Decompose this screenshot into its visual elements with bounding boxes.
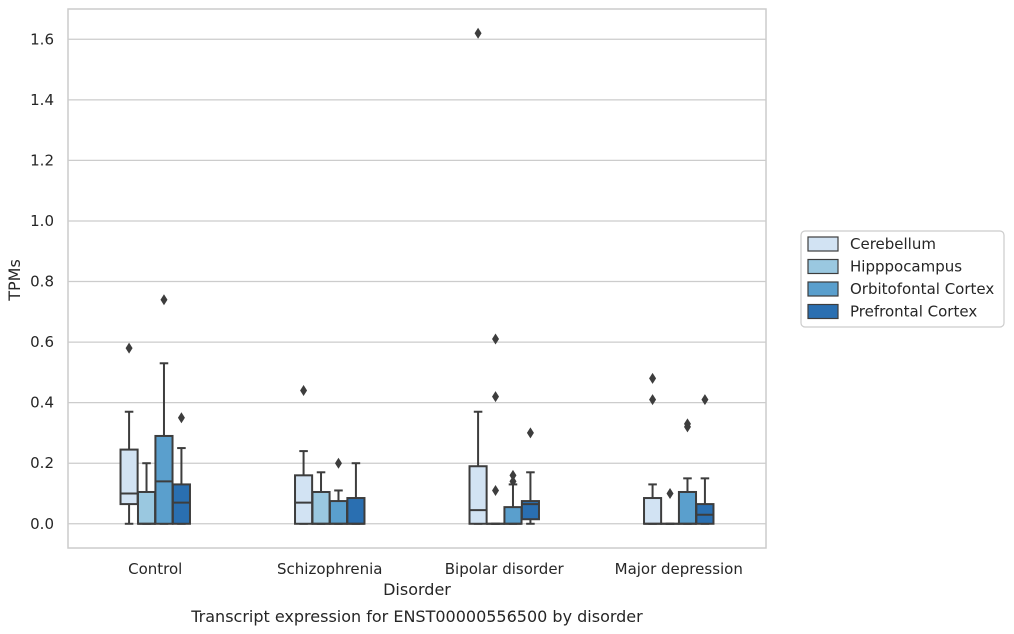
box-0-0 — [119, 342, 139, 525]
box-3-3 — [695, 394, 715, 525]
box-rect — [677, 490, 698, 525]
y-tick-label: 0.0 — [30, 515, 54, 533]
box-3-2 — [520, 427, 540, 525]
x-tick-label: Bipolar disorder — [445, 560, 565, 578]
box-2-1 — [328, 457, 349, 525]
box-1-0 — [136, 462, 157, 525]
outlier-point — [649, 394, 657, 406]
box-rect — [503, 506, 523, 525]
box-rect — [311, 490, 331, 525]
outlier-point — [334, 457, 342, 469]
outlier-point — [160, 294, 168, 306]
outlier-point — [649, 372, 657, 384]
box-0-2 — [468, 27, 488, 525]
boxes-layer — [119, 27, 715, 525]
x-tick-label: Schizophrenia — [277, 560, 382, 578]
outlier-point — [526, 427, 534, 439]
box-3-0 — [171, 412, 191, 525]
outlier-point — [492, 391, 500, 403]
outlier-point — [474, 27, 482, 39]
x-axis-label: Disorder — [383, 580, 451, 599]
x-axis-ticks: Control Schizophrenia Bipolar disorder Majo… — [128, 560, 743, 578]
legend: Cerebellum Hipppocampus Orbitofontal Corte… — [800, 230, 1005, 328]
grid-lines — [68, 38, 766, 525]
outlier-point — [492, 484, 500, 496]
legend-swatch — [807, 236, 839, 252]
box-rect — [136, 490, 157, 525]
box-3-1 — [346, 462, 366, 525]
box-rect — [643, 497, 663, 525]
legend-frame — [800, 230, 1005, 328]
box-2-2 — [503, 469, 523, 525]
legend-label: Prefrontal Cortex — [850, 303, 977, 321]
legend-swatch — [807, 303, 839, 320]
box-rect — [346, 497, 366, 525]
box-2-0 — [154, 294, 174, 525]
outlier-point — [509, 469, 517, 481]
outlier-point — [300, 385, 308, 397]
y-tick-label: 1.6 — [30, 30, 54, 48]
outlier-point — [125, 342, 133, 354]
x-tick-label: Major depression — [615, 560, 743, 578]
y-tick-label: 0.6 — [30, 333, 54, 351]
box-rect — [468, 465, 488, 525]
outlier-point — [683, 418, 691, 430]
box-rect — [294, 474, 314, 525]
box-rect — [328, 500, 349, 525]
outlier-point — [492, 333, 500, 345]
box-0-3 — [643, 372, 663, 525]
y-tick-label: 1.0 — [30, 212, 54, 230]
outlier-point — [701, 394, 709, 406]
legend-swatch — [807, 281, 839, 297]
box-1-2 — [485, 333, 506, 525]
box-rect — [171, 483, 191, 525]
plot-frame — [67, 8, 767, 549]
y-axis-label: TPMs — [5, 259, 24, 302]
y-tick-label: 0.2 — [30, 454, 54, 472]
box-rect — [119, 448, 139, 506]
outlier-point — [177, 412, 185, 424]
outlier-point — [509, 475, 517, 487]
outlier-point — [666, 487, 674, 499]
box-1-1 — [311, 471, 331, 525]
legend-label: Orbitofontal Cortex — [850, 280, 994, 298]
y-tick-label: 1.2 — [30, 151, 54, 169]
y-axis-ticks: 0.0 0.2 0.4 0.6 0.8 1.0 1.2 1.4 1.6 — [30, 30, 54, 532]
legend-swatch — [807, 258, 839, 275]
box-1-3 — [660, 487, 680, 525]
legend-label: Cerebellum — [850, 235, 936, 253]
box-2-3 — [677, 418, 698, 525]
box-rect — [520, 500, 540, 521]
box-0-1 — [294, 385, 314, 525]
box-rect — [154, 434, 174, 525]
x-tick-label: Control — [128, 560, 182, 578]
y-tick-label: 1.4 — [30, 91, 54, 109]
chart-caption: Transcript expression for ENST0000055650… — [190, 607, 643, 626]
legend-label: Hipppocampus — [850, 258, 962, 276]
y-tick-label: 0.4 — [30, 394, 54, 412]
y-tick-label: 0.8 — [30, 273, 54, 291]
